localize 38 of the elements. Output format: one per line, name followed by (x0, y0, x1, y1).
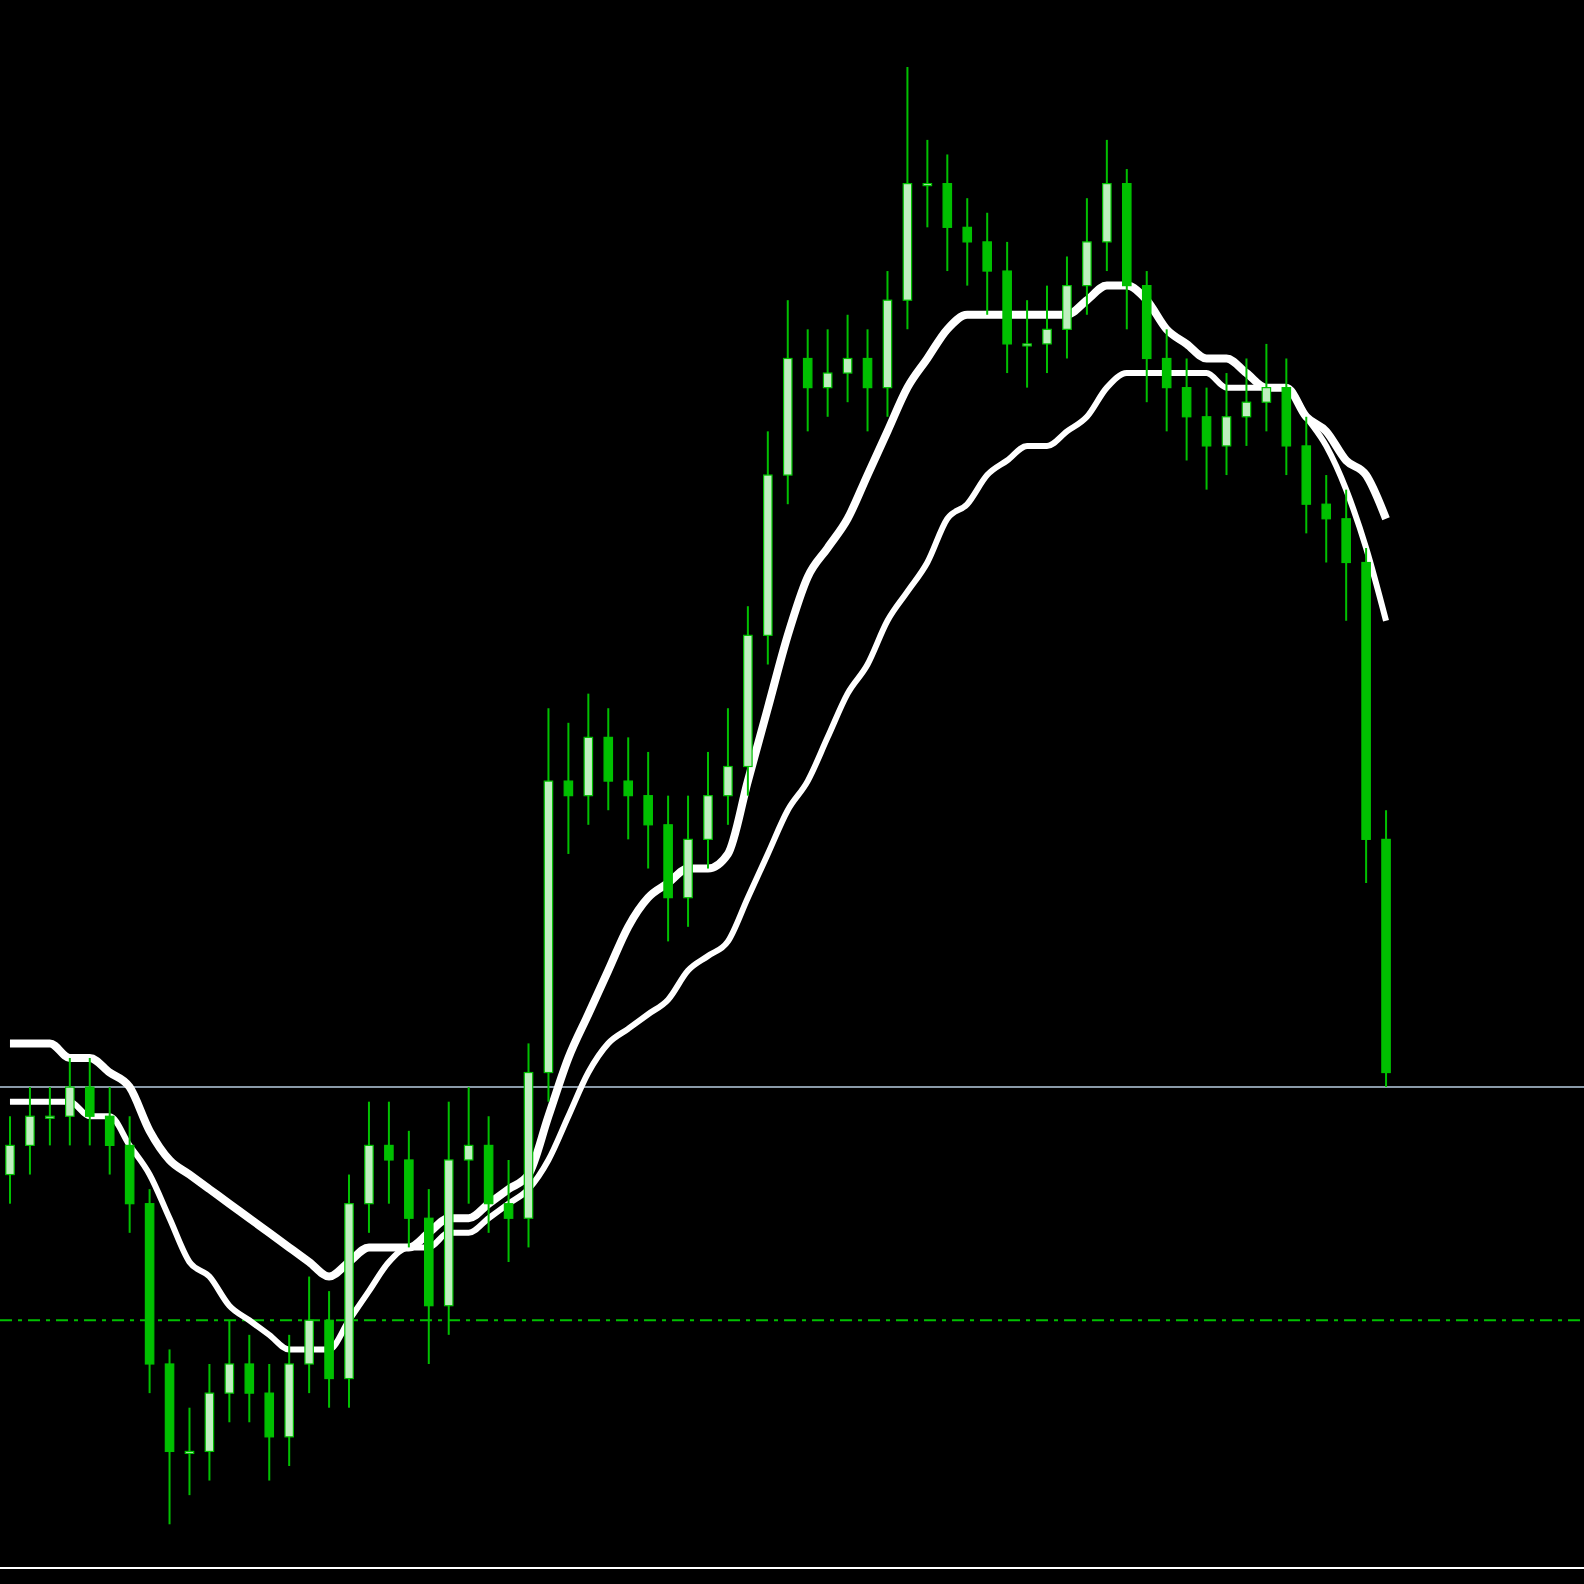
candlestick (942, 153, 953, 273)
candlestick (962, 197, 973, 287)
candlestick (1321, 474, 1332, 564)
candlestick (1082, 197, 1092, 316)
candlestick (1062, 255, 1072, 360)
candlestick (703, 750, 713, 870)
candlestick (1022, 299, 1032, 389)
candlestick (1241, 357, 1252, 447)
candlestick (1181, 357, 1192, 462)
candlestick (842, 313, 853, 404)
candlestick (802, 328, 813, 433)
candlestick (1201, 386, 1212, 491)
candlestick (982, 211, 992, 316)
candlestick (244, 1333, 255, 1424)
candlestick (384, 1100, 394, 1205)
candlestick (84, 1056, 95, 1147)
candlestick (45, 1086, 55, 1147)
candlestick (1221, 372, 1232, 477)
candlestick (922, 138, 933, 229)
candlestick (723, 707, 733, 826)
candlestick (862, 328, 873, 433)
candlestick (822, 328, 833, 418)
candlestick (1341, 488, 1351, 622)
candlestick (5, 1115, 15, 1205)
candlestick (643, 750, 653, 870)
candlestick (1042, 284, 1052, 375)
candlestick (563, 721, 574, 855)
candlestick (25, 1086, 35, 1176)
candlestick (603, 707, 614, 812)
candlestick (623, 736, 634, 841)
candlestick (264, 1362, 275, 1482)
candlestick (463, 1086, 474, 1205)
candlestick (1161, 328, 1172, 433)
candlestick (1261, 342, 1272, 433)
candlestick (184, 1406, 195, 1497)
candlestick (503, 1158, 514, 1263)
candlestick (104, 1086, 115, 1176)
candlestick (65, 1056, 75, 1147)
